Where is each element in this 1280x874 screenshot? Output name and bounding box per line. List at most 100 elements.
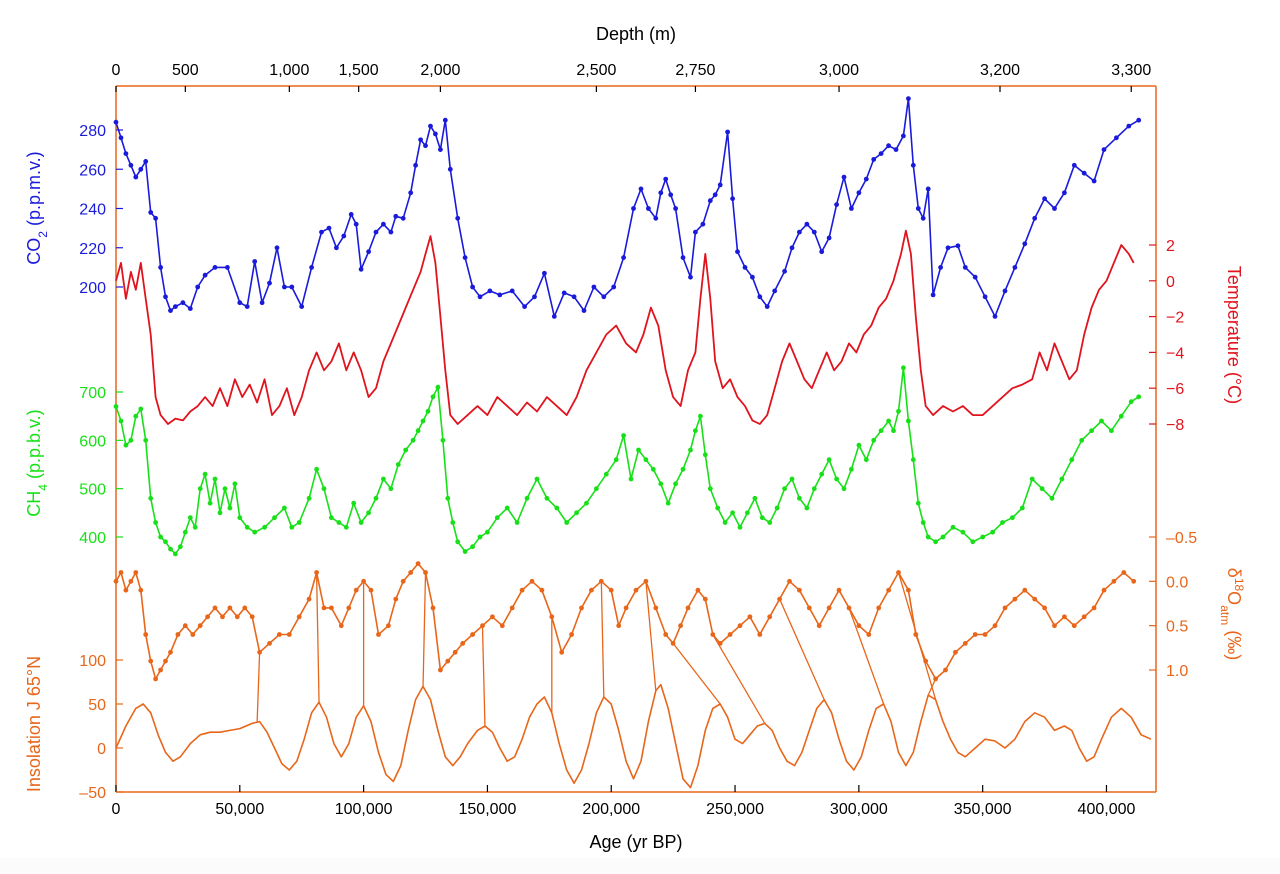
- ch4-point: [244, 524, 250, 530]
- d18o-point: [943, 667, 948, 673]
- co2-point: [653, 215, 659, 221]
- co2-point: [764, 304, 770, 309]
- d18o-point: [346, 605, 352, 611]
- d18o-point: [197, 623, 203, 629]
- co2-point: [393, 213, 399, 219]
- co2-point: [143, 159, 149, 164]
- ch4-point: [262, 524, 267, 530]
- ch4-point: [1136, 394, 1142, 400]
- ch4-point: [584, 500, 589, 506]
- co2-point: [237, 300, 243, 306]
- d18o-point: [242, 605, 248, 611]
- co2-tick-label: 260: [79, 162, 106, 179]
- co2-point: [856, 190, 862, 196]
- d18o-tick-label: 0.5: [1166, 619, 1188, 636]
- insol-tick-label: 100: [79, 653, 106, 670]
- ch4-point: [470, 544, 475, 550]
- d18o-point: [1042, 605, 1047, 611]
- d18o-point: [866, 632, 872, 637]
- ch4-point: [252, 529, 258, 535]
- phase-connector: [848, 607, 885, 705]
- ch4-point: [207, 500, 213, 506]
- co2-point: [849, 206, 854, 211]
- x-tick-label: 400,000: [1078, 801, 1136, 818]
- co2-point: [1042, 196, 1047, 202]
- ch4-point: [759, 515, 765, 521]
- d18o-point: [153, 676, 159, 682]
- ch4-point: [702, 452, 708, 458]
- d18o-point: [836, 587, 842, 593]
- d18o-point: [1091, 605, 1097, 611]
- d18o-point: [393, 596, 399, 602]
- co2-title-unit: (p.p.m.v.): [24, 151, 44, 231]
- d18o-point: [876, 605, 882, 611]
- co2-point: [428, 123, 433, 129]
- ch4-point: [970, 539, 976, 545]
- d18o-title-sub: atm: [1218, 605, 1232, 625]
- d18o-point: [559, 649, 565, 655]
- d18o-point: [138, 587, 144, 593]
- ch4-point: [564, 520, 570, 525]
- d18o-point: [249, 614, 255, 620]
- ch4-point: [1109, 428, 1114, 434]
- ch4-point: [1069, 457, 1075, 463]
- co2-line: [115, 97, 1140, 318]
- d18o-point: [306, 596, 312, 602]
- co2-point: [358, 266, 364, 272]
- d18o-point: [633, 587, 639, 593]
- d18o-point: [148, 658, 154, 664]
- ch4-point: [1079, 437, 1085, 443]
- ch4-point: [477, 534, 483, 540]
- insol-tick-label: 50: [88, 697, 106, 714]
- d18o-point: [1002, 605, 1008, 611]
- ch4-point: [128, 437, 134, 443]
- co2-point: [893, 147, 899, 153]
- insol-tick-label: –50: [79, 785, 106, 802]
- d18o-point: [992, 623, 998, 629]
- ch4-point: [192, 524, 198, 530]
- co2-point: [195, 284, 201, 290]
- co2-point: [631, 206, 636, 211]
- ch4-point: [237, 515, 243, 521]
- co2-point: [244, 304, 250, 309]
- d18o-point: [118, 570, 124, 575]
- d18o-point: [376, 632, 381, 637]
- co2-point: [187, 306, 193, 311]
- ch4-point: [1029, 476, 1035, 482]
- co2-point: [581, 308, 587, 313]
- ch4-point: [990, 529, 995, 535]
- co2-title-sub: 2: [36, 231, 50, 238]
- d18o-point: [267, 641, 272, 646]
- co2-title-main: CO: [24, 238, 44, 265]
- co2-point: [1114, 135, 1119, 141]
- ch4-point: [197, 486, 203, 492]
- d18o-point: [321, 605, 327, 611]
- co2-point: [826, 235, 832, 241]
- ch4-tick-label: 700: [79, 385, 106, 402]
- d18o-point: [338, 623, 344, 629]
- ch4-point: [863, 457, 869, 463]
- ch4-point: [621, 433, 626, 438]
- d18o-point: [314, 570, 319, 575]
- co2-point: [906, 96, 911, 101]
- ch4-point: [158, 534, 164, 540]
- co2-point: [668, 192, 674, 198]
- x-tick-label: 0: [112, 801, 121, 818]
- d18o-point: [747, 614, 753, 620]
- d18o-point: [953, 649, 958, 655]
- ch4-point: [113, 404, 119, 409]
- co2-point: [658, 190, 664, 196]
- co2-point: [408, 190, 414, 196]
- ch4-point: [680, 466, 686, 472]
- ch4-point: [410, 437, 416, 443]
- co2-point: [381, 221, 386, 227]
- co2-point: [180, 300, 186, 306]
- ch4-point: [462, 549, 468, 554]
- co2-tick-label: 280: [79, 123, 106, 140]
- ch4-point: [594, 486, 599, 492]
- ch4-point: [636, 447, 641, 453]
- ch4-point: [554, 505, 560, 511]
- ch4-point: [574, 510, 579, 516]
- co2-axis-title: CO2 (p.p.m.v.): [24, 151, 50, 264]
- d18o-point: [846, 605, 852, 611]
